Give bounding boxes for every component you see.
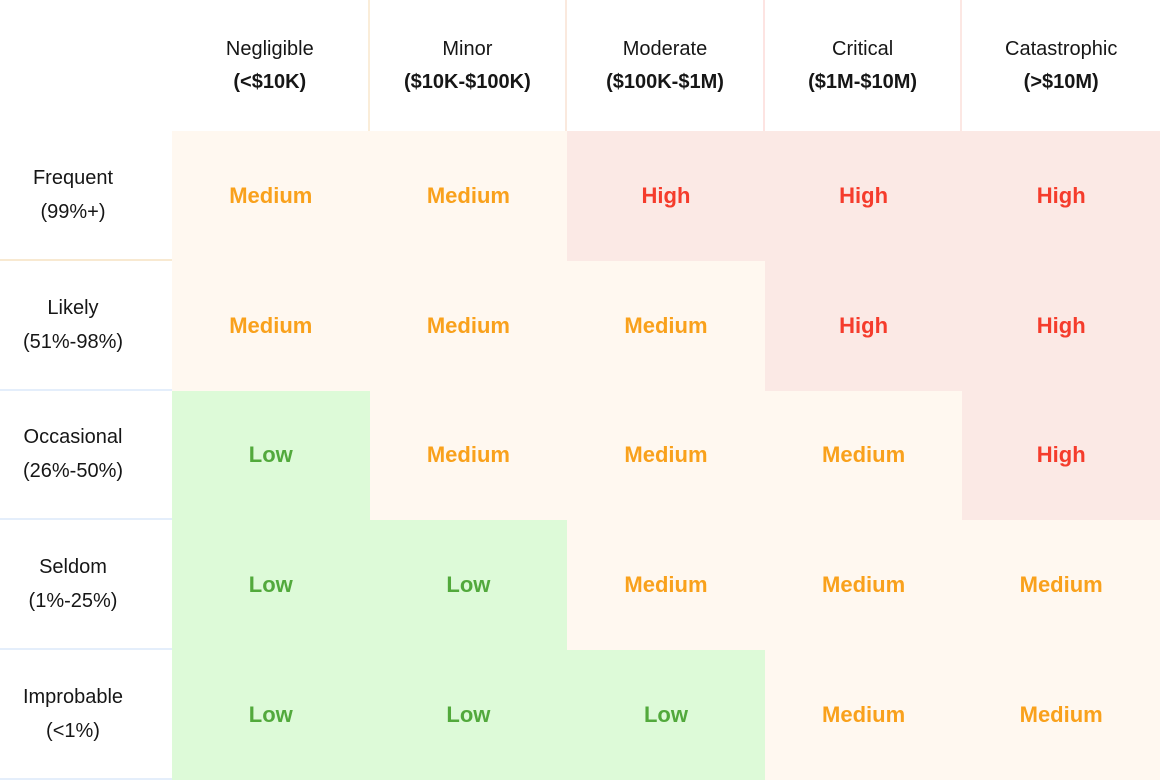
cell-frequent-catastrophic: High: [962, 131, 1160, 261]
column-header-range: (>$10M): [1023, 70, 1099, 93]
row-header-occasional: Occasional (26%-50%): [0, 390, 172, 521]
cell-likely-critical: High: [764, 260, 963, 391]
cell-improbable-minor: Low: [369, 650, 568, 780]
column-header-label: Moderate: [622, 37, 708, 60]
row-header-label: Improbable: [22, 686, 124, 709]
column-header-label: Negligible: [225, 37, 314, 60]
cell-improbable-critical: Medium: [764, 650, 963, 780]
cell-seldom-negligible: Low: [172, 520, 370, 651]
row-header-label: Seldom: [39, 556, 107, 579]
cell-seldom-moderate: Medium: [567, 520, 765, 651]
column-header-label: Minor: [442, 37, 493, 60]
cell-frequent-negligible: Medium: [172, 131, 370, 261]
cell-occasional-critical: Medium: [764, 390, 963, 521]
cell-occasional-negligible: Low: [172, 390, 370, 521]
column-header-range: ($10K-$100K): [404, 70, 531, 93]
row-header-range: (51%-98%): [22, 330, 124, 353]
row-header-range: (1%-25%): [28, 590, 118, 613]
row-header-seldom: Seldom (1%-25%): [0, 520, 172, 651]
row-header-range: (99%+): [40, 200, 106, 223]
column-header-critical: Critical ($1M-$10M): [764, 0, 963, 131]
column-header-label: Catastrophic: [1005, 37, 1118, 60]
cell-seldom-minor: Low: [369, 520, 568, 651]
cell-frequent-moderate: High: [567, 131, 765, 261]
row-header-frequent: Frequent (99%+): [0, 131, 172, 261]
column-header-negligible: Negligible (<$10K): [172, 0, 370, 131]
row-header-likely: Likely (51%-98%): [0, 260, 172, 391]
cell-likely-catastrophic: High: [962, 260, 1160, 391]
cell-improbable-negligible: Low: [172, 650, 370, 780]
row-header-label: Likely: [47, 296, 99, 319]
cell-occasional-catastrophic: High: [962, 390, 1160, 521]
column-header-range: ($100K-$1M): [606, 70, 724, 93]
cell-seldom-catastrophic: Medium: [962, 520, 1160, 651]
cell-improbable-moderate: Low: [567, 650, 765, 780]
cell-occasional-minor: Medium: [369, 390, 568, 521]
row-header-improbable: Improbable (<1%): [0, 650, 172, 780]
row-header-range: (26%-50%): [22, 460, 124, 483]
cell-occasional-moderate: Medium: [567, 390, 765, 521]
cell-seldom-critical: Medium: [764, 520, 963, 651]
column-header-range: ($1M-$10M): [808, 70, 918, 93]
cell-likely-minor: Medium: [369, 260, 568, 391]
cell-frequent-minor: Medium: [369, 131, 568, 261]
cell-frequent-critical: High: [764, 131, 963, 261]
row-header-label: Occasional: [23, 426, 123, 449]
column-header-moderate: Moderate ($100K-$1M): [567, 0, 765, 131]
cell-likely-moderate: Medium: [567, 260, 765, 391]
row-header-label: Frequent: [32, 166, 114, 189]
cell-likely-negligible: Medium: [172, 260, 370, 391]
column-header-range: (<$10K): [233, 70, 307, 93]
column-header-label: Critical: [832, 37, 894, 60]
row-header-range: (<1%): [46, 720, 100, 743]
matrix-corner-cell: [0, 0, 172, 131]
cell-improbable-catastrophic: Medium: [962, 650, 1160, 780]
column-header-catastrophic: Catastrophic (>$10M): [962, 0, 1160, 131]
column-header-minor: Minor ($10K-$100K): [369, 0, 568, 131]
